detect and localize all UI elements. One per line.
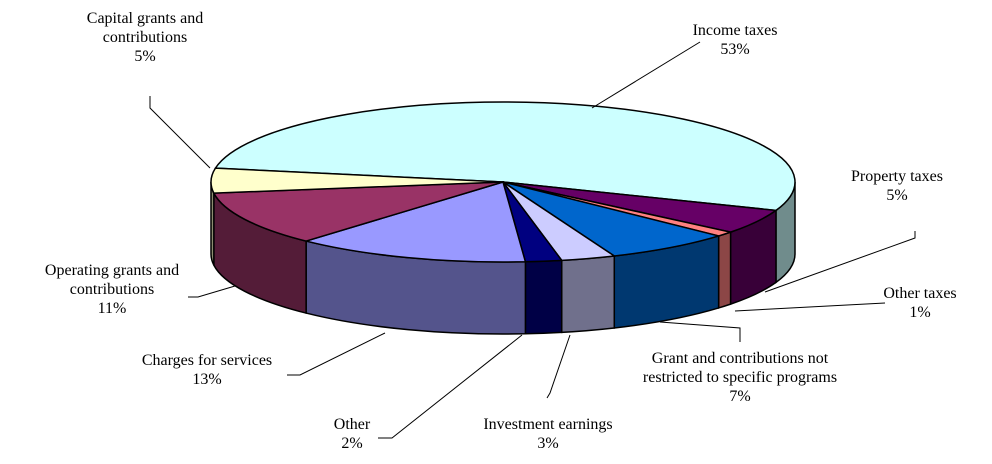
category-label: Other taxes	[883, 285, 957, 302]
leader-line	[659, 321, 741, 342]
slice-label: Other 2%	[312, 415, 392, 453]
pie-side	[210, 181, 215, 266]
leader-line	[591, 41, 701, 109]
leader-lines	[149, 41, 916, 439]
slice-label: Other taxes 1%	[860, 284, 980, 322]
slice-label: Operating grants and contributions 11%	[17, 261, 207, 318]
value-label: 5%	[886, 187, 908, 204]
value-label: 13%	[192, 371, 222, 388]
value-label: 5%	[134, 48, 156, 65]
pie-side	[717, 231, 732, 309]
slice-label: Investment earnings 3%	[453, 415, 643, 453]
pie-slice	[214, 101, 796, 212]
value-label: 11%	[97, 300, 127, 317]
category-label: Operating grants and contributions	[44, 262, 180, 298]
leader-line	[188, 285, 236, 298]
value-label: 2%	[341, 435, 363, 452]
pie-tops	[210, 101, 796, 263]
value-label: 53%	[720, 41, 750, 58]
leader-line	[764, 231, 916, 293]
pie-side	[560, 255, 616, 334]
pie-side	[524, 259, 563, 335]
category-label: Charges for services	[141, 352, 273, 369]
leader-line	[287, 332, 386, 376]
slice-label: Grant and contributions not restricted t…	[633, 349, 848, 406]
value-label: 1%	[909, 304, 931, 321]
category-label: Income taxes	[692, 22, 778, 39]
slice-label: Charges for services 13%	[117, 351, 297, 389]
value-label: 7%	[729, 388, 751, 405]
leader-line	[149, 96, 211, 169]
category-label: Investment earnings	[483, 416, 613, 433]
leader-line	[734, 302, 886, 312]
pie-slice	[303, 181, 527, 263]
category-label: Capital grants and contributions	[86, 10, 204, 46]
pie-slice	[502, 181, 722, 257]
leader-line	[546, 334, 571, 399]
leader-line	[378, 334, 523, 439]
category-label: Property taxes	[851, 168, 943, 185]
slice-label: Capital grants and contributions 5%	[70, 9, 220, 66]
category-label: Other	[333, 416, 371, 433]
pie-slice	[210, 167, 504, 194]
slice-label: Income taxes 53%	[655, 21, 815, 59]
category-label: Grant and contributions not restricted t…	[642, 350, 838, 386]
slice-label: Property taxes 5%	[827, 167, 967, 205]
value-label: 3%	[537, 435, 559, 452]
pie-slice	[212, 181, 504, 242]
